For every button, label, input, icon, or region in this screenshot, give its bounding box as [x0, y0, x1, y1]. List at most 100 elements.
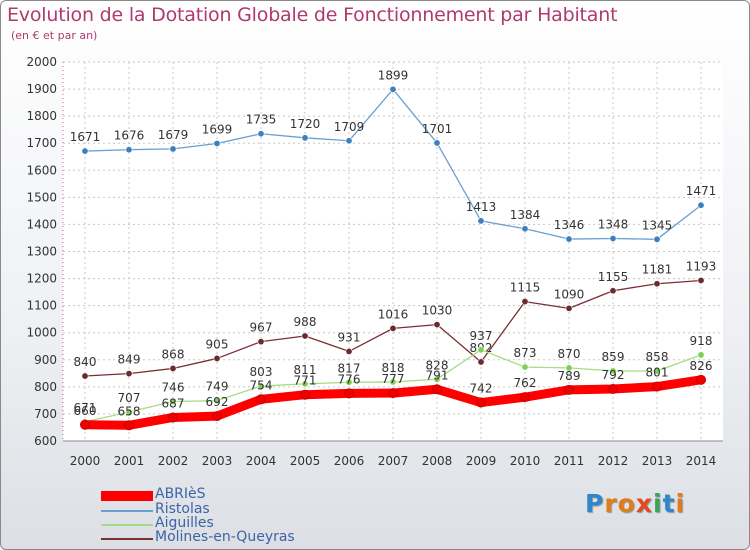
data-point-ristolas	[345, 137, 353, 145]
y-tick-label: 1700	[26, 136, 57, 150]
x-tick-label: 2002	[158, 454, 189, 468]
x-tick-label: 2011	[554, 454, 585, 468]
legend-item-molines: Molines-en-Queyras	[101, 529, 321, 546]
data-label-aiguilles: 749	[206, 380, 229, 394]
logo-letter: o	[617, 489, 636, 518]
data-point-aiguilles	[609, 367, 617, 375]
data-label-abri-s: 771	[294, 374, 317, 388]
data-label-aiguilles: 937	[470, 329, 493, 343]
data-label-aiguilles: 873	[514, 346, 537, 360]
chart-title: Evolution de la Dotation Globale de Fonc…	[7, 4, 618, 26]
y-tick-label: 900	[34, 353, 57, 367]
data-label-molines-en-queyras: 1090	[554, 287, 585, 301]
data-label-molines-en-queyras: 1016	[378, 307, 409, 321]
data-point-abri-s	[432, 384, 442, 395]
data-label-aiguilles: 870	[558, 347, 581, 361]
data-point-ristolas	[301, 134, 309, 142]
y-tick-label: 1000	[26, 326, 57, 340]
data-point-ristolas	[257, 130, 265, 138]
legend-item-aiguilles: Aiguilles	[101, 515, 321, 532]
legend-swatch-molines	[101, 538, 153, 540]
y-tick-label: 800	[34, 380, 57, 394]
data-point-molines-en-queyras	[345, 347, 353, 355]
x-tick-label: 2003	[202, 454, 233, 468]
data-label-aiguilles: 858	[646, 350, 669, 364]
data-point-ristolas	[125, 146, 133, 154]
x-tick-label: 2014	[686, 454, 717, 468]
data-point-aiguilles	[389, 378, 397, 386]
data-label-abri-s: 754	[250, 378, 273, 392]
data-point-molines-en-queyras	[433, 321, 441, 329]
data-label-aiguilles: 818	[382, 361, 405, 375]
y-tick-label: 1800	[26, 109, 57, 123]
data-label-ristolas: 1671	[70, 130, 101, 144]
data-point-aiguilles	[301, 380, 309, 388]
data-label-molines-en-queyras: 988	[294, 315, 317, 329]
data-label-ristolas: 1348	[598, 218, 629, 232]
data-label-molines-en-queyras: 1193	[686, 259, 717, 273]
data-point-ristolas	[609, 235, 617, 243]
y-tick-label: 1400	[26, 217, 57, 231]
legend-swatch-ristolas	[101, 510, 153, 512]
data-label-abri-s: 791	[426, 368, 449, 382]
data-label-ristolas: 1345	[642, 218, 673, 232]
legend-item-abries: ABRIèS	[101, 486, 321, 503]
data-point-ristolas	[213, 139, 221, 147]
data-label-molines-en-queyras: 931	[338, 330, 361, 344]
data-label-molines-en-queyras: 1115	[510, 281, 541, 295]
data-point-aiguilles	[433, 375, 441, 383]
y-tick-label: 600	[34, 434, 57, 448]
data-point-ristolas	[697, 201, 705, 209]
data-label-ristolas: 1346	[554, 218, 585, 232]
data-point-ristolas	[565, 235, 573, 243]
data-label-ristolas: 1699	[202, 122, 233, 136]
data-point-molines-en-queyras	[609, 287, 617, 295]
data-label-abri-s: 687	[162, 396, 185, 410]
data-label-abri-s: 742	[470, 382, 493, 396]
data-point-aiguilles	[169, 397, 177, 405]
data-point-molines-en-queyras	[301, 332, 309, 340]
logo-letter: i	[675, 489, 686, 518]
data-label-abri-s: 692	[206, 395, 229, 409]
data-label-ristolas: 1413	[466, 200, 497, 214]
data-point-abri-s	[388, 388, 398, 399]
data-label-molines-en-queyras: 868	[162, 347, 185, 361]
data-label-molines-en-queyras: 1030	[422, 304, 453, 318]
x-tick-label: 2006	[334, 454, 365, 468]
x-tick-label: 2013	[642, 454, 673, 468]
data-point-aiguilles	[345, 378, 353, 386]
data-label-molines-en-queyras: 967	[250, 321, 273, 335]
data-label-aiguilles: 671	[74, 401, 97, 415]
data-label-molines-en-queyras: 840	[74, 355, 97, 369]
data-point-abri-s	[256, 394, 266, 405]
x-tick-label: 2005	[290, 454, 321, 468]
y-tick-label: 700	[34, 407, 57, 421]
data-point-ristolas	[477, 217, 485, 225]
data-point-abri-s	[344, 388, 354, 399]
data-label-aiguilles: 859	[602, 350, 625, 364]
x-tick-label: 2010	[510, 454, 541, 468]
data-point-molines-en-queyras	[565, 304, 573, 312]
data-point-abri-s	[212, 411, 222, 422]
data-point-molines-en-queyras	[477, 358, 485, 366]
data-label-ristolas: 1679	[158, 128, 189, 142]
legend-label-aiguilles: Aiguilles	[155, 515, 214, 531]
data-label-molines-en-queyras: 1181	[642, 263, 673, 277]
data-point-abri-s	[300, 389, 310, 400]
data-label-abri-s: 826	[690, 359, 713, 373]
data-label-abri-s: 660	[74, 404, 97, 418]
data-label-aiguilles: 746	[162, 380, 185, 394]
data-point-molines-en-queyras	[125, 370, 133, 378]
data-label-abri-s: 777	[382, 372, 405, 386]
data-point-aiguilles	[521, 363, 529, 371]
data-point-abri-s	[652, 381, 662, 392]
y-tick-label: 1200	[26, 272, 57, 286]
y-tick-label: 1100	[26, 299, 57, 313]
data-point-aiguilles	[477, 346, 485, 354]
data-label-ristolas: 1701	[422, 122, 453, 136]
data-point-abri-s	[608, 384, 618, 395]
data-point-ristolas	[389, 85, 397, 93]
y-tick-label: 1900	[26, 82, 57, 96]
